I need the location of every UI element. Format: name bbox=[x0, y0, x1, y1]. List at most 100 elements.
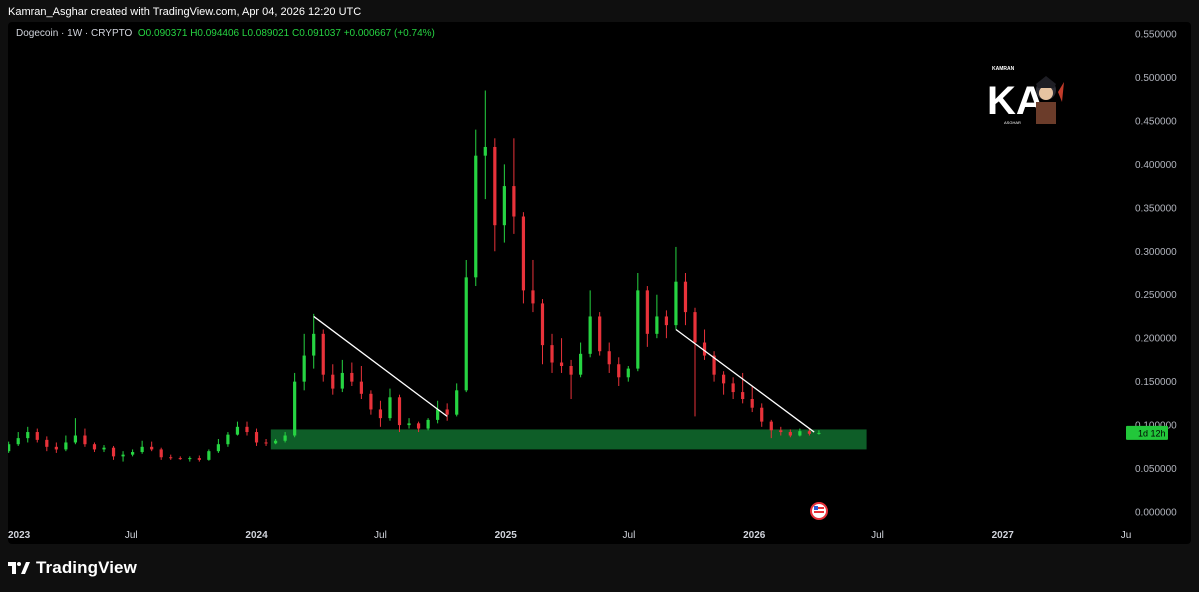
chart-caption: Kamran_Asghar created with TradingView.c… bbox=[8, 6, 362, 18]
event-flag-canton bbox=[814, 506, 818, 510]
symbol-label: Dogecoin · 1W · CRYPTO bbox=[16, 28, 133, 39]
legend-ohlc: Dogecoin · 1W · CRYPTO O0.090371 H0.0944… bbox=[16, 28, 435, 39]
candle-body bbox=[645, 290, 649, 334]
candle-body bbox=[321, 333, 325, 375]
candle-body bbox=[731, 383, 735, 393]
candle-body bbox=[569, 365, 573, 375]
event-flag-stripe bbox=[814, 511, 824, 513]
time-axis-label: 2027 bbox=[992, 530, 1015, 541]
candle-body bbox=[693, 312, 697, 343]
candle-body bbox=[483, 146, 487, 156]
time-axis-label: 2026 bbox=[743, 530, 766, 541]
chart-panel[interactable]: 0.550000 0.500000 0.450000 0.400000 0.350000… bbox=[8, 22, 1191, 544]
candle-body bbox=[35, 432, 39, 440]
candle-body bbox=[550, 345, 554, 363]
price-axis-label: 0.450000 bbox=[1135, 116, 1177, 127]
change-value: +0.000667 (+0.74%) bbox=[343, 28, 435, 39]
candle-body bbox=[407, 423, 411, 426]
candle-body bbox=[807, 431, 811, 434]
support-zone bbox=[270, 429, 867, 450]
candle-body bbox=[283, 435, 287, 441]
candle-body bbox=[817, 432, 821, 434]
candle-body bbox=[121, 454, 125, 457]
trendline bbox=[675, 328, 815, 433]
price-axis-label: 0.150000 bbox=[1135, 377, 1177, 388]
time-axis-label: Jul bbox=[125, 530, 138, 541]
candle-body bbox=[245, 426, 249, 433]
candle-body bbox=[493, 146, 497, 226]
candle-body bbox=[92, 444, 97, 450]
candle-body bbox=[369, 393, 373, 410]
footer-brand: TradingView bbox=[8, 558, 137, 578]
candle-body bbox=[455, 390, 459, 415]
current-price-tag-text: 1d 12h bbox=[1138, 428, 1166, 438]
candle-body bbox=[26, 432, 30, 439]
price-axis-label: 0.200000 bbox=[1135, 334, 1177, 345]
current-price-tag bbox=[1126, 425, 1168, 440]
author-logo: KAMRAN KA ASGHAR bbox=[984, 62, 1066, 130]
time-axis-label: Jul bbox=[871, 530, 884, 541]
price-axis-label: 0.000000 bbox=[1135, 508, 1177, 519]
candle-body bbox=[388, 397, 392, 419]
candle-body bbox=[197, 458, 201, 460]
candle-body bbox=[598, 316, 602, 352]
candle-body bbox=[702, 342, 707, 356]
time-axis-label: Jul bbox=[374, 530, 387, 541]
high-value: H0.094406 bbox=[190, 28, 240, 39]
candle-body bbox=[169, 457, 173, 459]
candle-body bbox=[73, 435, 78, 443]
candle-body bbox=[378, 409, 383, 419]
candle-body bbox=[760, 407, 764, 422]
candle-body bbox=[664, 316, 669, 326]
candle-body bbox=[102, 447, 106, 450]
candle-body bbox=[779, 430, 783, 433]
price-axis-label: 0.350000 bbox=[1135, 203, 1177, 214]
candle-body bbox=[416, 423, 421, 429]
tradingview-logo-icon bbox=[8, 562, 30, 574]
candle-body bbox=[350, 372, 354, 382]
candlestick-chart[interactable]: 0.550000 0.500000 0.450000 0.400000 0.350000… bbox=[8, 22, 1191, 544]
candle-body bbox=[712, 355, 716, 375]
brand-name: TradingView bbox=[36, 558, 137, 577]
candle-body bbox=[741, 392, 745, 400]
candle-body bbox=[83, 435, 87, 445]
candle-body bbox=[502, 186, 506, 226]
time-axis-label: 2024 bbox=[245, 530, 268, 541]
candle-body bbox=[579, 353, 583, 375]
candle-body bbox=[159, 449, 163, 458]
candle-body bbox=[273, 440, 278, 444]
candle-body bbox=[588, 316, 592, 354]
candle-body bbox=[64, 442, 68, 450]
candle-body bbox=[626, 368, 630, 378]
candle-body bbox=[331, 374, 335, 389]
candle-body bbox=[436, 409, 440, 420]
candle-body bbox=[359, 381, 363, 394]
candle-body bbox=[445, 409, 449, 415]
candle-body bbox=[617, 364, 621, 378]
candle-body bbox=[722, 374, 726, 384]
time-axis-label: 2025 bbox=[495, 530, 518, 541]
candle-body bbox=[235, 426, 240, 435]
candle-body bbox=[607, 351, 611, 365]
candle-body bbox=[140, 446, 144, 453]
time-axis-label: Jul bbox=[623, 530, 636, 541]
price-axis-label: 0.500000 bbox=[1135, 73, 1177, 84]
candle-body bbox=[512, 186, 516, 217]
price-axis-label: 0.300000 bbox=[1135, 247, 1177, 258]
candle-body bbox=[540, 303, 545, 346]
event-flag-stripe bbox=[814, 507, 824, 509]
candle-body bbox=[474, 155, 478, 278]
close-value: C0.091037 bbox=[291, 28, 341, 39]
candle-body bbox=[16, 438, 20, 445]
candle-body bbox=[636, 290, 640, 369]
candle-body bbox=[788, 432, 792, 436]
candle-body bbox=[464, 277, 468, 391]
candle-body bbox=[131, 452, 135, 455]
candle-body bbox=[8, 444, 11, 452]
price-axis-label: 0.400000 bbox=[1135, 160, 1177, 171]
candle-body bbox=[188, 458, 192, 460]
candle-body bbox=[150, 446, 154, 450]
character-illustration-icon bbox=[1036, 76, 1064, 124]
candle-body bbox=[264, 442, 268, 444]
time-axis-label: Ju bbox=[1121, 530, 1132, 541]
